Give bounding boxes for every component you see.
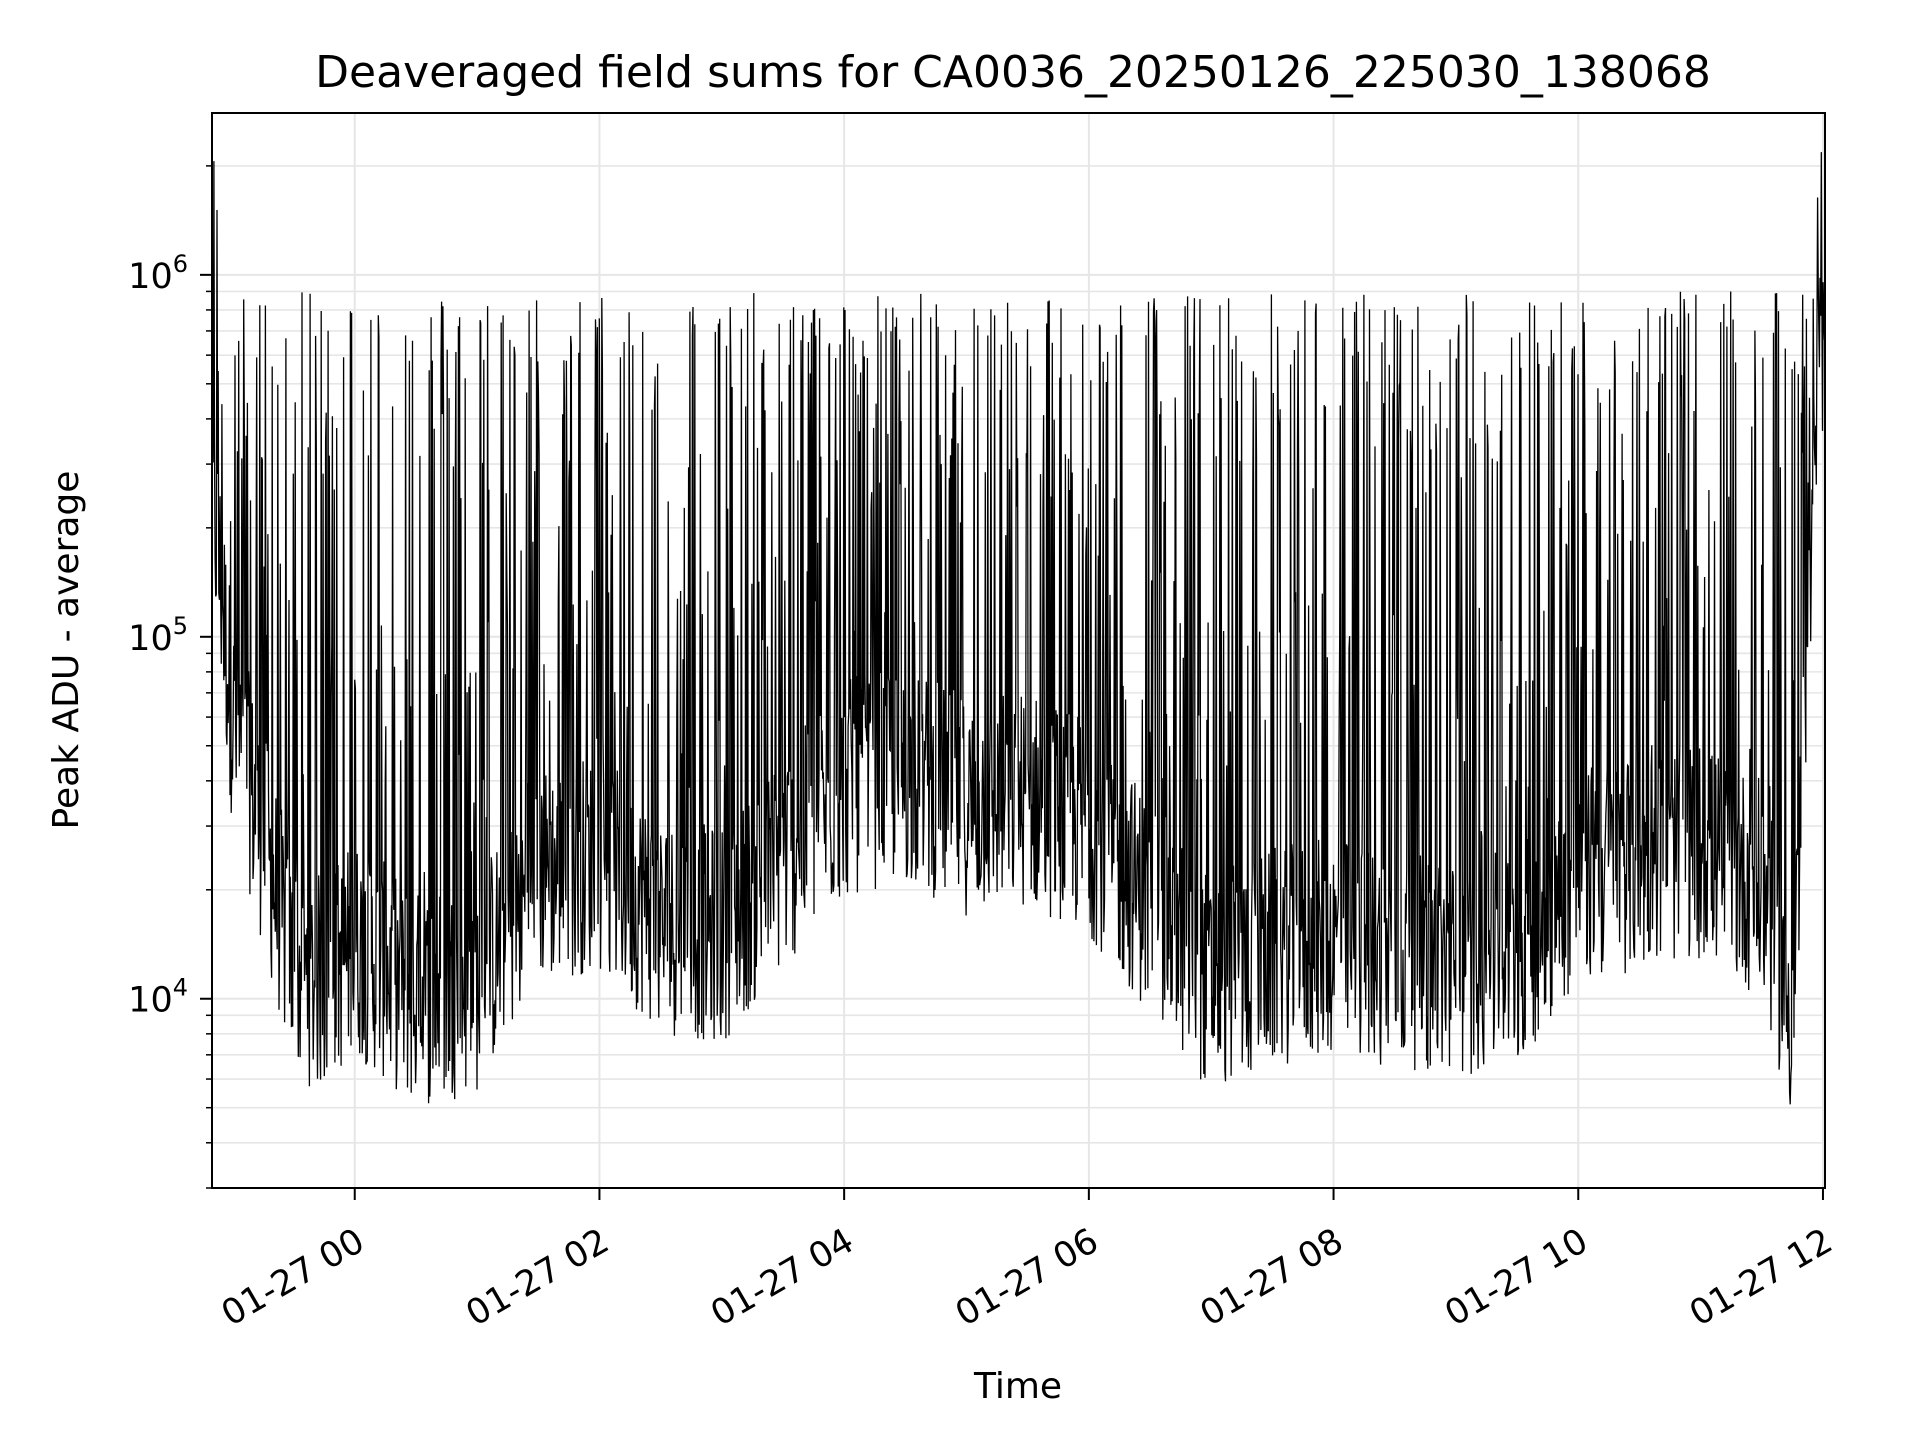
y-ticks: 104 105 106 [128, 165, 212, 1189]
series-line [211, 152, 1826, 1105]
y-axis-label: Peak ADU - average [46, 471, 87, 830]
series [211, 152, 1826, 1105]
y-tick-label: 106 [128, 250, 188, 297]
x-axis-label: Time [973, 1366, 1062, 1407]
y-tick-label: 104 [128, 974, 188, 1021]
y-tick-label: 105 [128, 612, 188, 659]
chart-title: Deaveraged field sums for CA0036_2025012… [315, 47, 1711, 98]
plot-frame [211, 112, 1826, 1189]
